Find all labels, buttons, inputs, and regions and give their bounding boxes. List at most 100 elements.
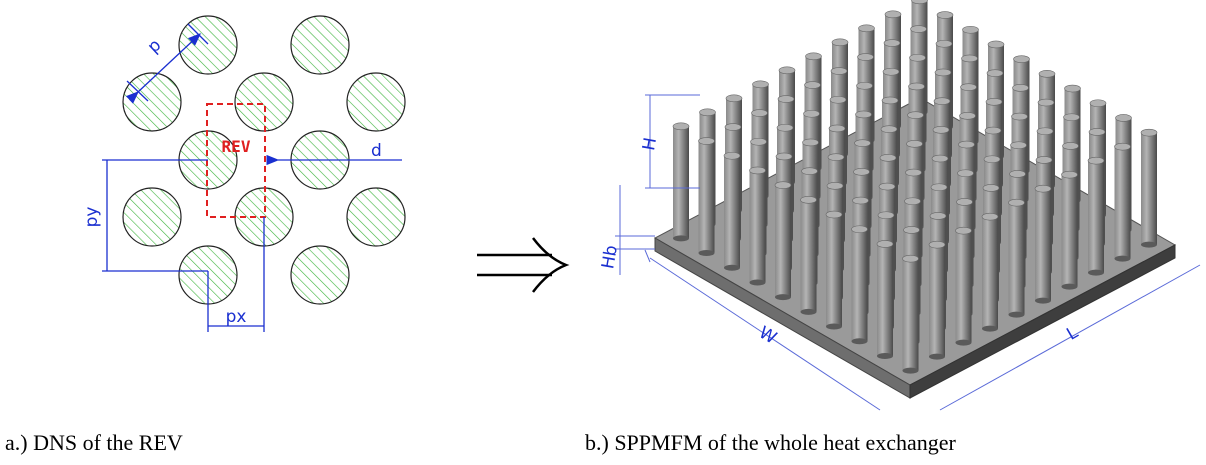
- pin-top: [880, 154, 896, 161]
- pin-body: [903, 259, 919, 371]
- pin-top: [1062, 171, 1078, 178]
- pin-body: [724, 156, 740, 268]
- pin-top: [831, 68, 847, 75]
- pin-section: [291, 246, 349, 304]
- caption-a: a.) DNS of the REV: [5, 430, 183, 455]
- pin-top: [906, 169, 922, 176]
- pin-base: [1035, 298, 1051, 304]
- pin-top: [931, 184, 947, 191]
- pin-body: [801, 200, 817, 312]
- pin: [724, 152, 740, 271]
- pin-body: [1141, 133, 1157, 245]
- pin: [699, 138, 715, 256]
- pin-top: [1064, 114, 1080, 121]
- pin-top: [724, 152, 740, 159]
- pin-base: [801, 309, 817, 315]
- pin: [877, 240, 893, 359]
- pin-top: [957, 198, 973, 205]
- pin-top: [1011, 142, 1027, 149]
- pin-top: [988, 41, 1004, 48]
- pin-top: [877, 240, 893, 247]
- pin-body: [750, 170, 766, 282]
- caption-b: b.) SPPMFM of the whole heat exchanger: [585, 430, 957, 455]
- pin-top: [878, 212, 894, 219]
- pin: [775, 182, 791, 301]
- pin-body: [699, 141, 715, 253]
- w-label: W: [755, 323, 780, 349]
- pin: [982, 213, 998, 332]
- pin-top: [1063, 142, 1079, 149]
- pin-top: [778, 96, 794, 103]
- pin-base: [956, 340, 972, 346]
- pin-top: [806, 53, 822, 60]
- pin-top: [986, 98, 1002, 105]
- pin-top: [750, 167, 766, 174]
- pin-base: [877, 353, 893, 359]
- pin: [956, 227, 972, 346]
- pin-base: [724, 265, 740, 271]
- pin-top: [1089, 128, 1105, 135]
- pin-body: [929, 245, 945, 357]
- pin-top: [1010, 170, 1026, 177]
- pin-top: [958, 170, 974, 177]
- pin-body: [826, 215, 842, 327]
- pin-top: [1035, 185, 1051, 192]
- py-label: py: [82, 207, 102, 228]
- pin-top: [983, 184, 999, 191]
- pin-top: [805, 82, 821, 89]
- pin-top: [1115, 143, 1131, 150]
- pin-top: [1141, 129, 1157, 136]
- pin-top: [1090, 100, 1106, 107]
- pin: [826, 211, 842, 329]
- pin-top: [884, 40, 900, 47]
- pin-top: [962, 55, 978, 62]
- pin-section: [235, 73, 293, 131]
- pin-body: [956, 231, 972, 343]
- pin-top: [779, 67, 795, 74]
- pin: [929, 241, 945, 360]
- pin-top: [883, 68, 899, 75]
- pin-top: [801, 196, 817, 203]
- pin: [1141, 129, 1157, 248]
- pin-base: [1009, 312, 1025, 318]
- pin-top: [934, 98, 950, 105]
- pin-top: [963, 26, 979, 33]
- pin-top: [856, 111, 872, 118]
- pin-body: [1088, 161, 1104, 273]
- pin-body: [1035, 189, 1051, 301]
- p-label: p: [144, 35, 166, 57]
- pin-top: [937, 12, 953, 19]
- pin: [1088, 157, 1104, 276]
- pin: [801, 196, 817, 315]
- pin-top: [725, 124, 741, 131]
- pin-top: [881, 126, 897, 133]
- pin-body: [775, 185, 791, 297]
- pin-base: [826, 324, 842, 330]
- pin: [1035, 185, 1051, 304]
- pin-top: [1039, 70, 1055, 77]
- pin-top: [903, 255, 919, 262]
- pin-top: [804, 110, 820, 117]
- pin-base: [775, 294, 791, 300]
- pin-top: [956, 227, 972, 234]
- pin-top: [1088, 157, 1104, 164]
- rev-label: REV: [222, 137, 251, 156]
- pin-top: [1038, 99, 1054, 106]
- pin-top: [904, 226, 920, 233]
- pin-top: [699, 138, 715, 145]
- pin-top: [803, 139, 819, 146]
- pin-top: [905, 198, 921, 205]
- pin-top: [726, 95, 742, 102]
- pin-section: [347, 73, 405, 131]
- pin-top: [852, 226, 868, 233]
- pin-top: [910, 54, 926, 61]
- pin-top: [882, 97, 898, 104]
- pin-base: [1141, 242, 1157, 248]
- pin-base: [699, 250, 715, 256]
- pin-top: [827, 182, 843, 189]
- pin-top: [911, 26, 927, 33]
- pin: [673, 123, 689, 242]
- pin-body: [982, 217, 998, 329]
- pin-top: [909, 83, 925, 90]
- pin-top: [829, 125, 845, 132]
